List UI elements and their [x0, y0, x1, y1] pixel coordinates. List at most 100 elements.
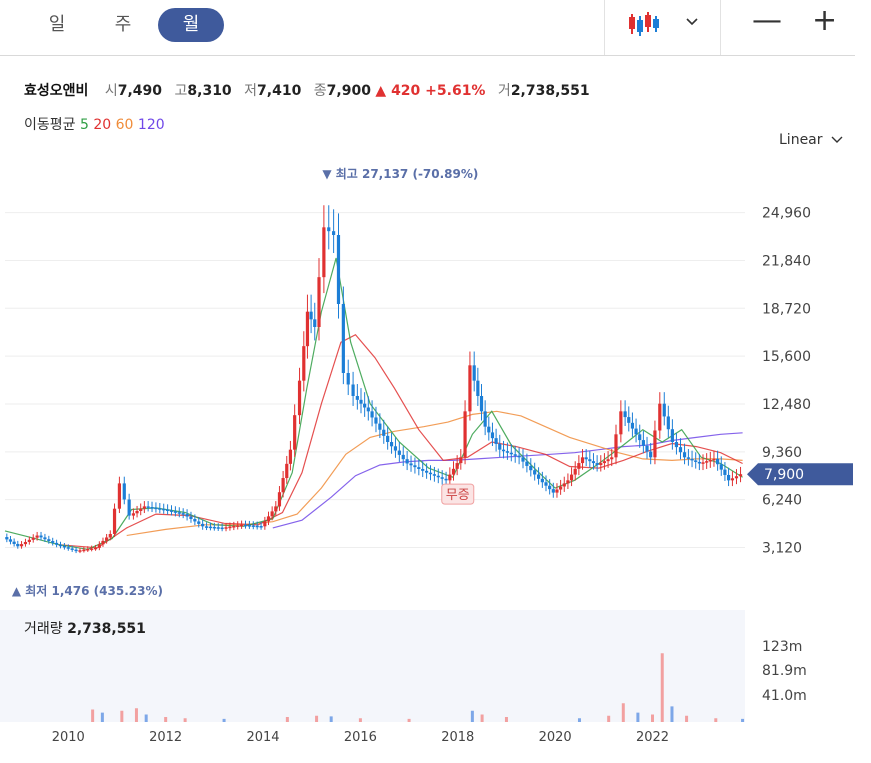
candle-body [540, 478, 544, 483]
candle-body [297, 380, 302, 416]
candle-body [366, 407, 370, 412]
candle-body [142, 506, 146, 509]
candle-body [690, 458, 694, 461]
candle-body [645, 445, 649, 452]
candle-body [521, 457, 525, 462]
candle-body [322, 227, 326, 278]
candle-body [19, 544, 24, 547]
candle-body [734, 476, 739, 479]
candle-body [533, 470, 537, 475]
candle-body [204, 526, 209, 528]
tab-month[interactable]: 월 [158, 8, 224, 42]
candle-body [468, 365, 472, 412]
volume-bar [100, 712, 104, 722]
candle-body [8, 539, 13, 542]
candle-body [548, 485, 552, 490]
candle-body [259, 526, 263, 528]
candle-body [627, 417, 631, 423]
candle-body [327, 227, 331, 232]
candle-body [444, 478, 448, 481]
candle-body [173, 511, 177, 513]
candle-body [47, 539, 51, 542]
candle-body [719, 464, 723, 470]
volume-bar [660, 653, 664, 722]
candle-body [309, 311, 313, 320]
candle-body [634, 428, 638, 435]
candle-body [580, 457, 585, 464]
candle-body [139, 508, 143, 511]
candle-body [641, 440, 645, 446]
candle-body [240, 524, 244, 527]
open-label: 시 [104, 83, 118, 99]
ma5-line [4, 257, 743, 550]
ma-20: 20 [93, 117, 112, 133]
volume-bar [470, 710, 474, 722]
tab-day[interactable]: 일 [48, 14, 66, 35]
tab-week[interactable]: 주 [114, 14, 132, 35]
y-axis: 24,960 21,840 18,720 15,600 12,480 9,360 6,240… [747, 206, 853, 704]
candle-body [562, 483, 566, 487]
candle-body [363, 403, 367, 408]
volume-tick-label: 41.0m [762, 688, 807, 704]
candle-body [602, 461, 607, 464]
zoom-out-button[interactable]: — [752, 3, 782, 38]
scale-selector[interactable]: Linear [779, 132, 843, 148]
high-label: 고 [174, 83, 188, 99]
volume-bar [670, 706, 674, 722]
volume-bar [164, 717, 168, 722]
zoom-in-button[interactable]: + [812, 3, 838, 38]
chevron-down-icon[interactable] [686, 14, 698, 30]
x-tick-label: 2020 [539, 730, 572, 745]
candle-body [263, 521, 267, 527]
volume-panel-value: 2,738,551 [67, 621, 146, 637]
candle-body [277, 492, 282, 507]
event-marker-box [441, 483, 475, 505]
candle-body [697, 461, 701, 464]
candle-body [566, 480, 570, 484]
candle-body [536, 474, 541, 479]
volume-bar [741, 718, 745, 722]
candlestick-icon[interactable] [628, 12, 660, 40]
candle-body [490, 432, 495, 439]
candle-body [177, 512, 181, 514]
candle-body [5, 537, 9, 540]
candle-body [197, 521, 201, 524]
candle-body [305, 311, 310, 347]
y-tick-label: 3,120 [762, 540, 802, 556]
high-value: 8,310 [187, 83, 232, 99]
chart-toolbar: 일 주 월 — + [0, 0, 855, 56]
volume-bar [480, 714, 484, 722]
candle-body [212, 526, 216, 529]
candle-body [189, 516, 193, 519]
volume-bar [714, 718, 718, 722]
ma-120: 120 [137, 117, 165, 133]
candle-body [730, 478, 735, 481]
candle-body [678, 447, 683, 453]
candle-body [378, 423, 382, 430]
candle-body [86, 549, 90, 551]
volume-bar [222, 718, 226, 722]
candle-body [610, 457, 614, 460]
candle-body [12, 541, 16, 544]
close-label: 종 [313, 83, 327, 99]
candle-body [417, 467, 421, 469]
candle-body [619, 411, 623, 435]
candle-body [505, 451, 510, 453]
candle-body [591, 461, 596, 464]
candle-body [569, 474, 574, 481]
candle-body [577, 463, 581, 469]
candle-body [154, 507, 158, 510]
volume-bars [91, 653, 745, 722]
candle-body [55, 542, 59, 545]
candle-body [313, 319, 317, 327]
moving-average-lines [4, 257, 743, 550]
all-time-high-label: ▼ 최고 27,137 (-70.89%) [322, 166, 478, 181]
candle-body [448, 474, 452, 481]
candle-body [351, 384, 355, 396]
candle-body [117, 483, 122, 509]
volume-bar [621, 703, 625, 722]
candle-body [555, 489, 559, 493]
candle-body [440, 477, 444, 479]
candle-body [513, 454, 517, 456]
